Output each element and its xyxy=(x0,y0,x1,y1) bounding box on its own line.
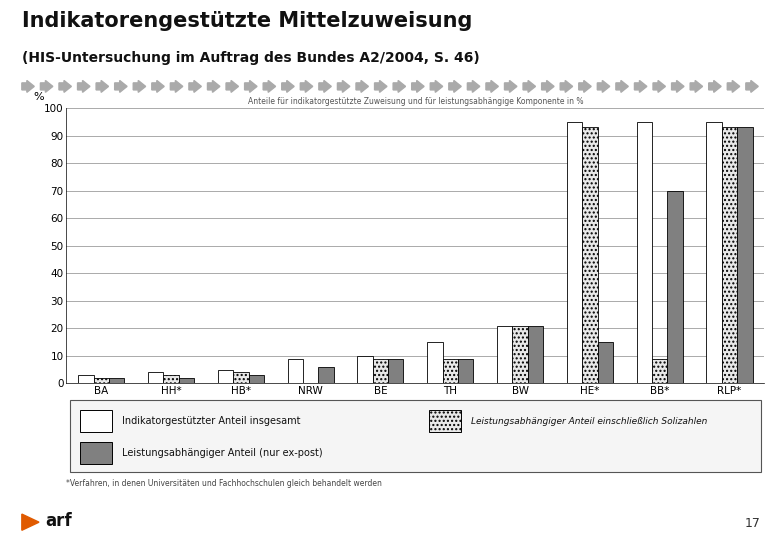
Title: Anteile für indikatorgestützte Zuweisung und für leistungsabhängige Komponente i: Anteile für indikatorgestützte Zuweisung… xyxy=(247,97,583,106)
Text: *Verfahren, in denen Universitäten und Fachhochschulen gleich behandelt werden: *Verfahren, in denen Universitäten und F… xyxy=(66,479,382,488)
Bar xyxy=(78,375,94,383)
Bar xyxy=(427,342,442,383)
Text: (HIS-Untersuchung im Auftrag des Bundes A2/2004, S. 46): (HIS-Untersuchung im Auftrag des Bundes … xyxy=(22,51,480,65)
Bar xyxy=(722,127,737,383)
Bar xyxy=(582,127,597,383)
Bar xyxy=(458,359,473,383)
Bar xyxy=(497,326,512,383)
Bar xyxy=(429,410,461,432)
Bar xyxy=(512,326,528,383)
Bar xyxy=(148,373,163,383)
Bar xyxy=(80,410,112,432)
Bar xyxy=(737,127,753,383)
Y-axis label: %: % xyxy=(33,92,44,103)
Text: arf: arf xyxy=(45,511,72,530)
Bar xyxy=(80,442,112,464)
Bar xyxy=(668,191,682,383)
Bar xyxy=(528,326,543,383)
Bar xyxy=(249,375,264,383)
Bar xyxy=(636,122,652,383)
Bar xyxy=(288,359,303,383)
Bar xyxy=(218,369,233,383)
Bar xyxy=(707,122,722,383)
Bar xyxy=(442,359,458,383)
Bar xyxy=(109,378,124,383)
Bar xyxy=(318,367,334,383)
Text: 17: 17 xyxy=(745,517,760,530)
Bar xyxy=(597,342,613,383)
Bar xyxy=(94,378,109,383)
Bar xyxy=(373,359,388,383)
Bar xyxy=(179,378,194,383)
Text: Leistungsabhängiger Anteil einschließlich Solizahlen: Leistungsabhängiger Anteil einschließlic… xyxy=(471,417,707,426)
Bar xyxy=(233,373,249,383)
Bar xyxy=(567,122,582,383)
Text: Indikatorengestützte Mittelzuweisung: Indikatorengestützte Mittelzuweisung xyxy=(22,11,472,31)
Text: Leistungsabhängiger Anteil (nur ex-post): Leistungsabhängiger Anteil (nur ex-post) xyxy=(122,448,323,458)
Bar xyxy=(357,356,373,383)
Bar xyxy=(388,359,403,383)
Bar xyxy=(163,375,179,383)
Bar xyxy=(652,359,668,383)
Text: Indikatorgestützter Anteil insgesamt: Indikatorgestützter Anteil insgesamt xyxy=(122,416,300,426)
